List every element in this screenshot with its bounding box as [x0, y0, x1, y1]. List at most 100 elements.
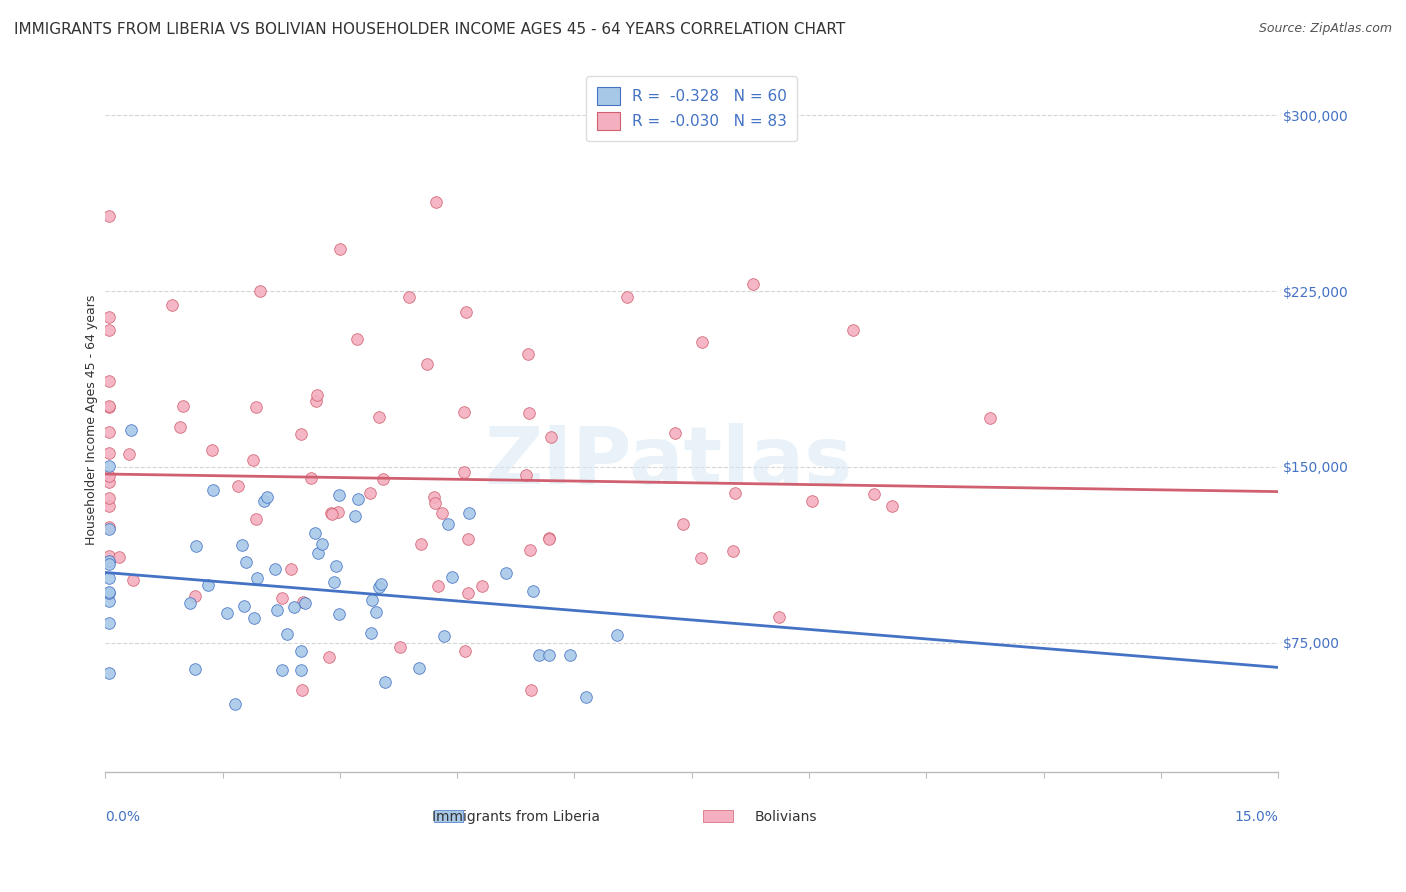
Point: [359, 485, 381, 500]
Point: [343, 508, 366, 523]
Point: [453, 644, 475, 658]
Point: [329, 242, 352, 256]
Point: [98, 522, 121, 536]
Point: [408, 660, 430, 674]
Point: [370, 577, 392, 591]
Text: IMMIGRANTS FROM LIBERIA VS BOLIVIAN HOUSEHOLDER INCOME AGES 45 - 64 YEARS CORREL: IMMIGRANTS FROM LIBERIA VS BOLIVIAN HOUS…: [14, 22, 845, 37]
Point: [437, 516, 460, 531]
Legend: R =  -0.328   N = 60, R =  -0.030   N = 83: R = -0.328 N = 60, R = -0.030 N = 83: [586, 76, 797, 141]
Point: [307, 388, 329, 402]
Text: Bolivians: Bolivians: [754, 810, 817, 824]
Point: [98, 666, 121, 681]
Point: [226, 479, 249, 493]
Point: [245, 512, 267, 526]
Point: [215, 606, 238, 620]
Point: [558, 648, 581, 662]
Point: [347, 492, 370, 507]
Point: [98, 469, 121, 483]
Point: [169, 420, 191, 434]
Point: [374, 675, 396, 690]
Point: [388, 640, 411, 654]
Point: [201, 443, 224, 458]
Point: [232, 599, 254, 613]
Text: ZIPatlas: ZIPatlas: [484, 424, 852, 501]
Point: [371, 472, 394, 486]
Point: [430, 506, 453, 520]
Point: [98, 475, 121, 489]
Point: [294, 596, 316, 610]
Point: [98, 491, 121, 505]
Point: [416, 357, 439, 371]
Y-axis label: Householder Income Ages 45 - 64 years: Householder Income Ages 45 - 64 years: [86, 295, 98, 545]
Point: [538, 648, 561, 662]
Point: [98, 549, 121, 564]
Point: [201, 483, 224, 497]
Point: [120, 423, 142, 437]
Point: [724, 486, 747, 500]
Point: [231, 538, 253, 552]
Point: [98, 323, 121, 337]
FancyBboxPatch shape: [703, 810, 733, 822]
Point: [271, 663, 294, 677]
Point: [328, 488, 350, 502]
Point: [453, 404, 475, 418]
Point: [307, 546, 329, 560]
Point: [253, 494, 276, 508]
Point: [538, 532, 561, 546]
Point: [321, 508, 343, 522]
Point: [456, 304, 478, 318]
Point: [457, 586, 479, 600]
Point: [426, 579, 449, 593]
Point: [367, 580, 389, 594]
Point: [291, 595, 314, 609]
Point: [283, 600, 305, 615]
Point: [423, 490, 446, 504]
Point: [616, 290, 638, 304]
Point: [540, 430, 562, 444]
Point: [256, 491, 278, 505]
Point: [249, 285, 271, 299]
Point: [242, 453, 264, 467]
Point: [291, 682, 314, 697]
Point: [245, 400, 267, 414]
Point: [979, 410, 1001, 425]
Point: [664, 426, 686, 441]
Text: Immigrants from Liberia: Immigrants from Liberia: [432, 810, 600, 824]
Point: [517, 406, 540, 420]
Point: [290, 426, 312, 441]
Point: [98, 374, 121, 388]
Point: [575, 690, 598, 704]
Point: [98, 209, 121, 223]
Point: [271, 591, 294, 606]
Point: [160, 298, 183, 312]
Point: [305, 393, 328, 408]
Point: [346, 332, 368, 346]
Point: [742, 277, 765, 292]
Point: [276, 627, 298, 641]
Point: [235, 555, 257, 569]
Point: [311, 537, 333, 551]
Point: [768, 609, 790, 624]
Point: [98, 310, 121, 324]
Point: [433, 629, 456, 643]
Point: [328, 607, 350, 621]
Point: [423, 496, 446, 510]
Point: [519, 682, 541, 697]
Point: [326, 505, 349, 519]
Point: [880, 499, 903, 513]
Point: [98, 585, 121, 599]
Point: [98, 399, 121, 413]
Point: [224, 697, 246, 711]
Point: [280, 561, 302, 575]
Point: [360, 593, 382, 607]
Point: [179, 596, 201, 610]
Point: [325, 559, 347, 574]
Point: [398, 290, 420, 304]
Point: [522, 583, 544, 598]
Point: [197, 578, 219, 592]
Point: [411, 537, 433, 551]
Point: [184, 590, 207, 604]
Point: [186, 539, 208, 553]
Point: [606, 627, 628, 641]
Point: [842, 323, 865, 337]
